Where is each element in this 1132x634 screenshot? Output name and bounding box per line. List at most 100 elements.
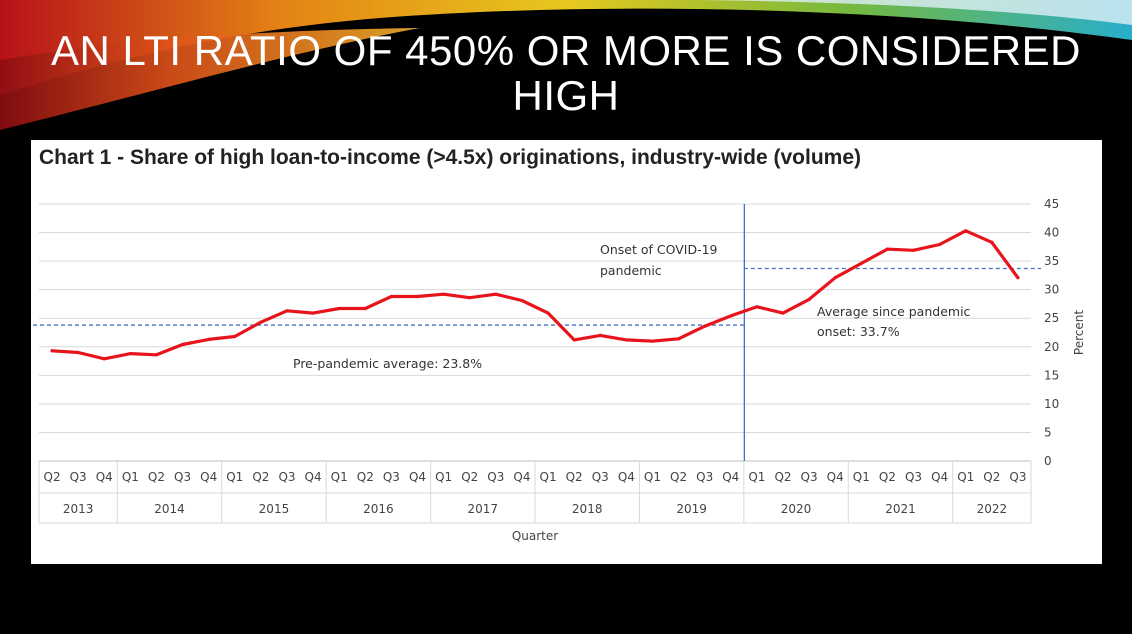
x-tick-label: Q2 <box>357 470 374 484</box>
data-point <box>911 248 916 252</box>
y-tick-label: 45 <box>1044 197 1059 211</box>
data-point <box>337 306 341 311</box>
x-tick-label: Q4 <box>96 470 113 484</box>
data-point <box>50 349 54 353</box>
x-tick-label: Q3 <box>174 470 191 484</box>
data-point <box>76 350 80 355</box>
post-pandemic-average-label: Average since pandemic <box>817 304 971 319</box>
chart-title: Chart 1 - Share of high loan-to-income (… <box>39 146 861 169</box>
data-point <box>233 334 237 339</box>
data-point <box>154 353 159 357</box>
data-point <box>833 276 837 280</box>
x-tick-label: Q2 <box>148 470 165 484</box>
x-tick-label: Q3 <box>70 470 87 484</box>
x-tick-label: Q1 <box>226 470 243 484</box>
y-tick-label: 30 <box>1044 283 1059 297</box>
data-point <box>729 314 733 318</box>
data-point <box>676 337 681 341</box>
data-point <box>964 229 968 233</box>
chart-panel: Chart 1 - Share of high loan-to-income (… <box>31 140 1102 564</box>
x-tick-label: Q3 <box>278 470 295 484</box>
x-tick-label: Q2 <box>566 470 583 484</box>
data-point <box>468 296 472 300</box>
pre-pandemic-average-label: Pre-pandemic average: 23.8% <box>293 356 482 371</box>
x-tick-label: Q1 <box>957 470 974 484</box>
post-pandemic-average-label: onset: 33.7% <box>817 324 900 339</box>
y-tick-label: 15 <box>1044 368 1059 382</box>
data-point <box>572 338 576 342</box>
x-tick-label: Q3 <box>383 470 400 484</box>
x-tick-label: Q2 <box>461 470 478 484</box>
data-point <box>415 294 420 299</box>
x-tick-label: Q2 <box>44 470 61 484</box>
year-label: 2022 <box>977 502 1008 516</box>
x-tick-label: Q1 <box>540 470 557 484</box>
x-tick-label: Q4 <box>513 470 530 484</box>
year-label: 2019 <box>676 502 707 516</box>
x-tick-label: Q4 <box>931 470 948 484</box>
x-axis-label: Quarter <box>512 529 558 543</box>
x-tick-label: Q3 <box>592 470 609 484</box>
x-tick-label: Q1 <box>122 470 139 484</box>
data-point <box>363 306 367 311</box>
x-tick-label: Q3 <box>1009 470 1026 484</box>
year-label: 2020 <box>781 502 812 516</box>
data-point <box>389 294 394 299</box>
y-tick-label: 0 <box>1044 454 1052 468</box>
covid-onset-label: pandemic <box>600 263 662 278</box>
data-point <box>285 309 289 313</box>
y-tick-label: 5 <box>1044 425 1052 439</box>
x-tick-label: Q4 <box>827 470 844 484</box>
data-point <box>102 357 106 361</box>
year-label: 2016 <box>363 502 394 516</box>
year-label: 2015 <box>259 502 290 516</box>
year-label: 2014 <box>154 502 185 516</box>
x-tick-label: Q4 <box>305 470 322 484</box>
data-point <box>781 311 785 315</box>
x-tick-label: Q1 <box>853 470 870 484</box>
x-tick-label: Q2 <box>252 470 269 484</box>
data-point <box>598 333 602 337</box>
data-point <box>180 342 185 347</box>
year-label: 2018 <box>572 502 603 516</box>
data-point <box>755 305 759 309</box>
x-tick-label: Q2 <box>983 470 1000 484</box>
year-label: 2017 <box>468 502 499 516</box>
x-tick-label: Q4 <box>200 470 217 484</box>
data-point <box>520 298 524 303</box>
data-point <box>938 242 942 247</box>
y-axis-label: Percent <box>1072 310 1086 355</box>
y-tick-label: 25 <box>1044 311 1059 325</box>
y-tick-label: 40 <box>1044 226 1059 240</box>
x-tick-label: Q1 <box>644 470 661 484</box>
series-line <box>50 229 1020 361</box>
y-tick-label: 10 <box>1044 397 1059 411</box>
y-tick-label: 20 <box>1044 340 1059 354</box>
x-tick-label: Q4 <box>409 470 426 484</box>
x-tick-label: Q4 <box>722 470 739 484</box>
covid-onset-label: Onset of COVID-19 <box>600 242 718 257</box>
data-point <box>128 352 132 356</box>
x-tick-label: Q3 <box>801 470 818 484</box>
y-tick-label: 35 <box>1044 254 1059 268</box>
data-point <box>494 292 498 296</box>
data-point <box>1016 276 1020 280</box>
slide-title: AN LTI RATIO OF 450% OR MORE IS CONSIDER… <box>51 27 1081 119</box>
x-tick-label: Q2 <box>879 470 896 484</box>
x-tick-label: Q2 <box>670 470 687 484</box>
data-point <box>311 311 315 315</box>
data-point <box>703 324 707 328</box>
year-label: 2021 <box>885 502 916 516</box>
data-point <box>859 261 863 265</box>
x-tick-label: Q4 <box>618 470 635 484</box>
x-tick-label: Q1 <box>331 470 348 484</box>
x-tick-label: Q3 <box>487 470 504 484</box>
line-chart: 0 5 10 15 20 25 30 35 40 45 Percent Q2 Q3 Q4 Q1 Q2 Q3 Q4 Q… <box>33 197 1086 543</box>
data-point <box>546 311 550 315</box>
x-tick-label: Q3 <box>905 470 922 484</box>
decorative-banner <box>0 0 1132 130</box>
x-tick-label: Q3 <box>696 470 713 484</box>
data-point <box>807 297 811 301</box>
x-tick-label: Q1 <box>435 470 452 484</box>
x-tick-label: Q2 <box>774 470 791 484</box>
